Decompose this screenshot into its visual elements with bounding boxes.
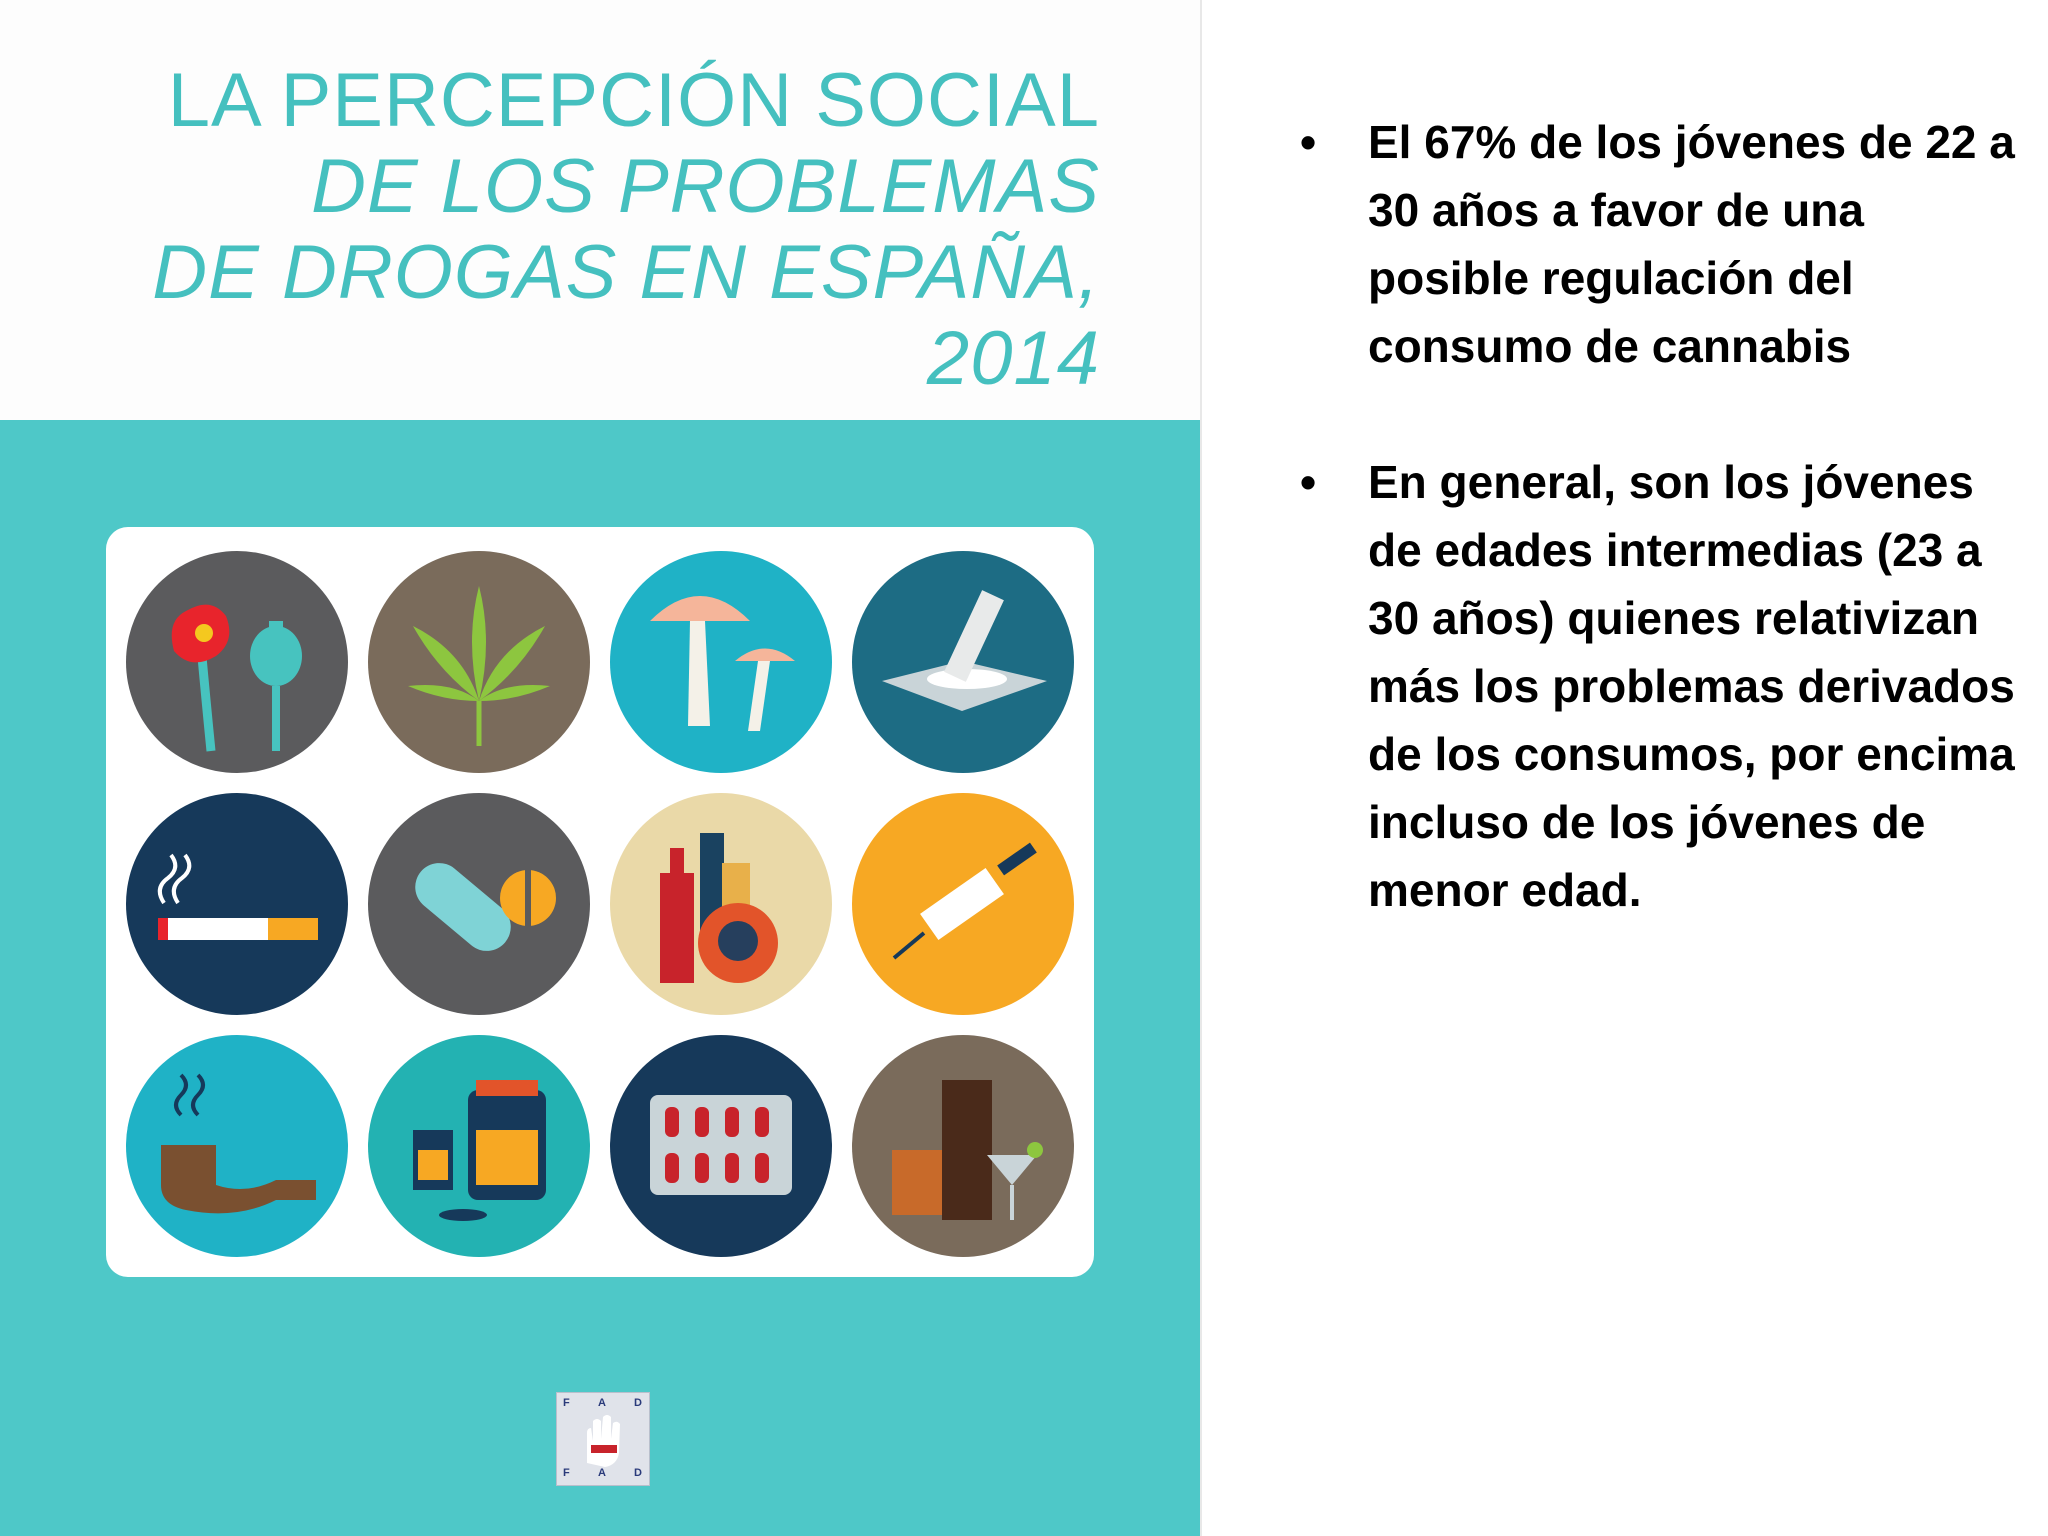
- cover-title-line-3: DE DROGAS EN ESPAÑA, 2014: [152, 230, 1100, 401]
- pills-icon: [368, 793, 590, 1015]
- blister-pack-icon: [610, 1035, 832, 1257]
- bullet-text: El 67% de los jóvenes de 22 a 30 años a …: [1368, 116, 2015, 372]
- bullet-item: • En general, son los jóvenes de edades …: [1300, 448, 2020, 924]
- cover-title: LA PERCEPCIÓN SOCIAL DE LOS PROBLEMAS DE…: [0, 58, 1100, 402]
- jars-icon: [368, 1035, 590, 1257]
- poppy-icon: [126, 551, 348, 773]
- logo-letter: A: [598, 1467, 606, 1479]
- cover-title-line-2: DE LOS PROBLEMAS: [311, 144, 1100, 229]
- cigarette-icon: [126, 793, 348, 1015]
- syringe-icon: [852, 793, 1074, 1015]
- pipe-icon: [126, 1035, 348, 1257]
- bullet-marker: •: [1300, 116, 1317, 168]
- logo-letter: F: [563, 1397, 570, 1409]
- logo-letter: A: [598, 1397, 606, 1409]
- mushrooms-icon: [610, 551, 832, 773]
- page-divider: [1200, 0, 1202, 1536]
- fad-logo: F A D F A D: [556, 1392, 650, 1486]
- logo-letter: D: [634, 1397, 642, 1409]
- alcohol-bottles-icon: [610, 793, 832, 1015]
- cocaine-icon: [852, 551, 1074, 773]
- cannabis-leaf-icon: [368, 551, 590, 773]
- drinks-icon: [852, 1035, 1074, 1257]
- cover-title-line-1: LA PERCEPCIÓN SOCIAL: [167, 58, 1100, 143]
- logo-letter: F: [563, 1467, 570, 1479]
- report-cover: LA PERCEPCIÓN SOCIAL DE LOS PROBLEMAS DE…: [0, 58, 1200, 1536]
- bullet-list: • El 67% de los jóvenes de 22 a 30 años …: [1300, 108, 2020, 992]
- bullet-text: En general, son los jóvenes de edades in…: [1368, 456, 2015, 916]
- bullet-item: • El 67% de los jóvenes de 22 a 30 años …: [1300, 108, 2020, 380]
- hand-icon: [587, 1415, 620, 1467]
- icon-grid-card: [106, 527, 1094, 1277]
- logo-letter: D: [634, 1467, 642, 1479]
- bullet-marker: •: [1300, 456, 1317, 508]
